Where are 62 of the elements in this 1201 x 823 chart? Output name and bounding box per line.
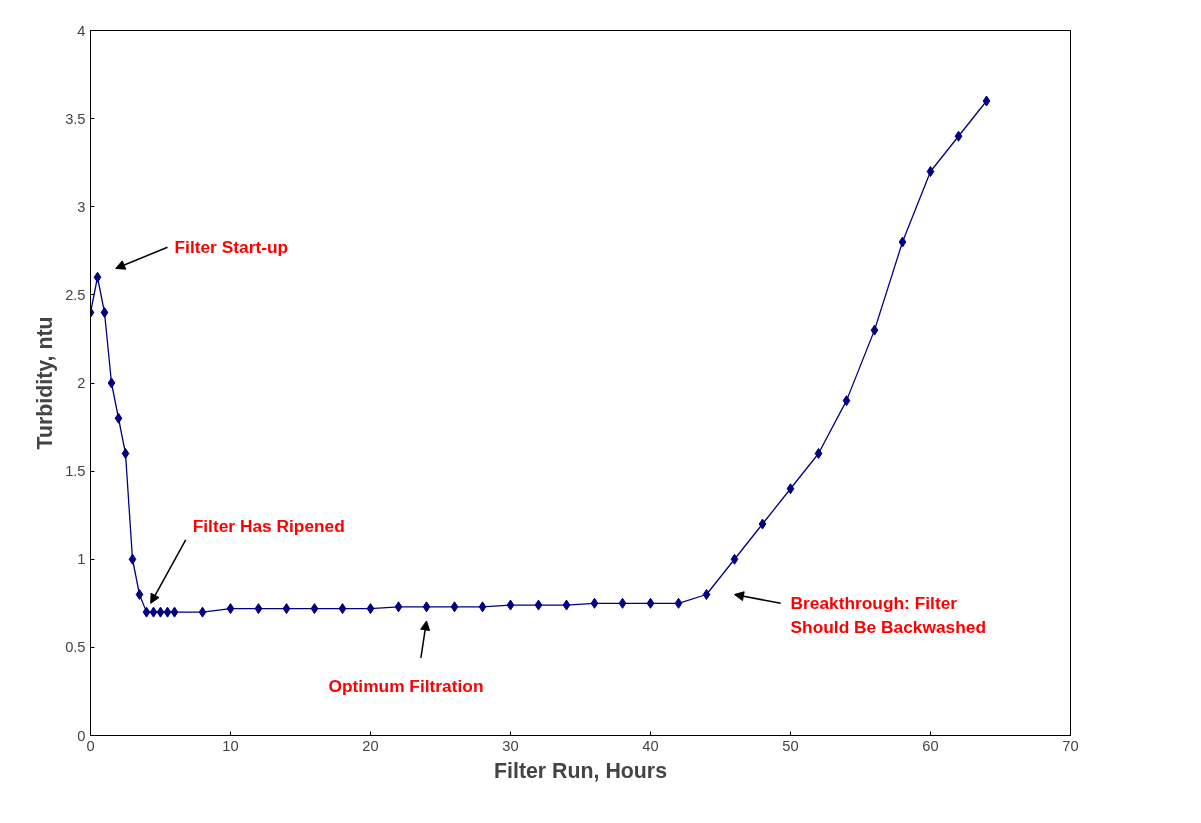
- annotation: Filter Has Ripened: [192, 515, 345, 536]
- annotation: Breakthrough: Filter Should Be Backwashed: [790, 593, 986, 638]
- annotation: Filter Start-up: [174, 237, 289, 258]
- y-axis-title: Turbidity, ntu: [33, 316, 58, 450]
- point: [170, 606, 179, 618]
- y-tick-label: 1: [77, 551, 86, 568]
- point: [534, 599, 543, 611]
- point: [954, 130, 963, 142]
- y-tick-label: 3.5: [65, 110, 86, 127]
- point: [149, 606, 158, 618]
- point: [926, 166, 935, 177]
- point: [898, 236, 907, 248]
- y-tick-label: 4: [77, 22, 86, 39]
- point: [142, 606, 151, 618]
- point: [338, 603, 347, 615]
- point: [786, 483, 795, 495]
- point: [982, 95, 991, 107]
- point: [107, 377, 116, 389]
- point: [702, 589, 711, 600]
- point: [478, 601, 487, 613]
- x-axis-title: Filter Run, Hours: [494, 758, 667, 783]
- annotation: Optimum Filtration: [328, 676, 484, 697]
- y-tick-label: 2.5: [65, 286, 86, 303]
- point: [422, 601, 431, 613]
- point: [842, 395, 851, 407]
- x-tick-label: 70: [1062, 737, 1079, 754]
- point: [93, 271, 102, 283]
- point: [730, 553, 739, 565]
- point: [758, 518, 767, 530]
- point: [156, 606, 165, 618]
- point: [646, 597, 655, 609]
- point: [450, 601, 459, 613]
- point: [282, 603, 291, 615]
- point: [114, 412, 123, 424]
- point: [562, 599, 571, 611]
- y-tick-label: 2: [77, 375, 86, 391]
- x-tick-label: 50: [782, 737, 799, 754]
- x-tick-label: 40: [642, 737, 659, 754]
- point: [506, 599, 515, 611]
- point: [310, 603, 319, 615]
- x-tick-label: 60: [922, 737, 939, 754]
- point: [366, 603, 375, 615]
- point: [590, 597, 599, 609]
- y-tick-label: 1.5: [65, 463, 86, 480]
- x-tick-label: 30: [502, 737, 519, 754]
- x-tick-label: 20: [362, 737, 379, 754]
- y-tick-label: 3: [77, 198, 86, 215]
- point: [121, 448, 130, 459]
- point: [674, 597, 683, 609]
- point: [163, 606, 172, 618]
- x-tick-label: 10: [222, 737, 239, 754]
- point: [394, 601, 403, 613]
- point: [254, 603, 263, 615]
- point: [128, 553, 137, 565]
- point: [135, 589, 144, 600]
- point: [618, 597, 627, 609]
- point: [870, 324, 879, 336]
- point: [226, 603, 235, 615]
- y-tick-label: 0.5: [65, 639, 86, 656]
- point: [814, 448, 823, 459]
- point: [198, 606, 207, 618]
- point: [100, 307, 109, 318]
